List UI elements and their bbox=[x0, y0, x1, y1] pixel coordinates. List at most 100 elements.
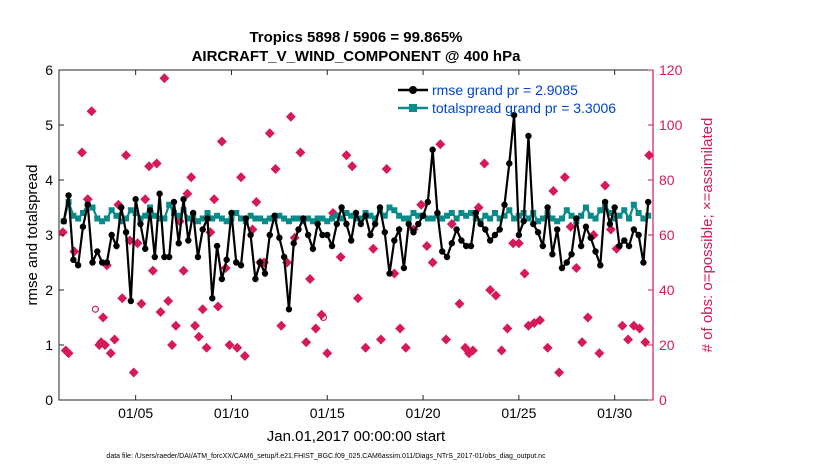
spread-point bbox=[175, 212, 182, 219]
rmse-point bbox=[386, 270, 393, 277]
spread-point bbox=[285, 218, 292, 225]
rmse-point bbox=[127, 297, 135, 305]
rmse-point bbox=[577, 242, 585, 250]
rmse-point bbox=[486, 237, 494, 244]
obs-assimilated-marker bbox=[213, 301, 223, 312]
y-left-tick-label: 5 bbox=[45, 117, 53, 133]
y-right-tick-label: 60 bbox=[659, 227, 675, 243]
obs-assimilated-marker bbox=[485, 285, 496, 295]
obs-assimilated-marker bbox=[167, 340, 178, 350]
rmse-point bbox=[328, 242, 336, 250]
spread-point bbox=[252, 215, 259, 222]
obs-assimilated-marker bbox=[542, 342, 553, 353]
spread-point bbox=[295, 215, 302, 222]
rmse-point bbox=[189, 209, 197, 217]
obs-assimilated-marker bbox=[264, 128, 275, 139]
obs-assimilated-marker bbox=[128, 367, 139, 378]
spread-point bbox=[635, 210, 642, 216]
obs-assimilated-marker bbox=[519, 268, 530, 279]
rmse-point bbox=[453, 226, 460, 233]
y-axis-label-left: rmse and totalspread bbox=[24, 165, 41, 306]
obs-assimilated-marker bbox=[623, 334, 634, 345]
obs-assimilated-marker bbox=[554, 367, 565, 378]
rmse-point bbox=[544, 204, 551, 211]
x-tick-label: 01/05 bbox=[118, 405, 153, 421]
spread-point bbox=[506, 207, 513, 214]
obs-assimilated-marker bbox=[170, 320, 181, 331]
obs-assimilated-marker bbox=[147, 265, 158, 276]
rmse-point bbox=[84, 201, 91, 208]
spread-point bbox=[549, 215, 556, 222]
y-right-tick-labels: 0 20 40 60 80 100 120 bbox=[659, 62, 683, 408]
rmse-point bbox=[515, 231, 523, 239]
spread-point bbox=[535, 218, 542, 225]
rmse-point bbox=[266, 231, 273, 239]
rmse-point bbox=[319, 231, 326, 239]
obs-assimilated-marker bbox=[224, 340, 235, 350]
spread-point bbox=[209, 215, 216, 222]
rmse-point bbox=[252, 275, 259, 283]
rmse-point bbox=[376, 204, 384, 211]
rmse-point bbox=[333, 220, 341, 228]
spread-point bbox=[309, 218, 316, 225]
obs-assimilated-marker bbox=[82, 194, 93, 205]
rmse-point bbox=[60, 218, 67, 225]
obs-assimilated-marker bbox=[151, 158, 162, 169]
spread-point bbox=[611, 215, 618, 222]
rmse-point bbox=[151, 253, 159, 261]
rmse-point bbox=[194, 253, 202, 261]
rmse-point bbox=[132, 196, 139, 203]
rmse-point bbox=[601, 198, 609, 206]
obs-assimilated-marker bbox=[341, 150, 352, 161]
y-left-tick-label: 3 bbox=[45, 227, 53, 243]
spread-point bbox=[127, 207, 134, 214]
chart-title: Tropics 5898 / 5906 = 99.865% bbox=[249, 29, 462, 46]
obs-assimilated-marker bbox=[301, 337, 312, 348]
rmse-point bbox=[645, 198, 652, 206]
spread-point bbox=[276, 212, 283, 219]
plot-frame bbox=[58, 69, 654, 401]
obs-assimilated-marker bbox=[513, 238, 524, 249]
rmse-point bbox=[74, 262, 82, 269]
spread-point bbox=[257, 215, 264, 222]
spread-point bbox=[386, 204, 393, 211]
obs-assimilated-marker bbox=[600, 180, 611, 191]
rmse-point bbox=[103, 259, 111, 266]
spread-point bbox=[400, 215, 407, 222]
rmse-point bbox=[261, 270, 269, 277]
spread-point bbox=[151, 212, 158, 219]
spread-point bbox=[348, 212, 355, 219]
rmse-point bbox=[367, 231, 374, 239]
y-left-tick-labels: 0 1 2 3 4 5 6 bbox=[45, 62, 53, 408]
rmse-point bbox=[142, 245, 149, 252]
spread-point bbox=[343, 210, 350, 216]
spread-point bbox=[214, 212, 221, 219]
spread-point bbox=[204, 210, 211, 216]
spread-point bbox=[568, 212, 575, 219]
spread-point bbox=[563, 207, 570, 214]
data-file-footnote: data file: /Users/raeder/DAI/ATM_forcXX/… bbox=[106, 453, 546, 460]
rmse-point bbox=[357, 220, 364, 228]
spread-point bbox=[156, 215, 163, 222]
rmse-point bbox=[137, 220, 144, 228]
rmse-point bbox=[563, 259, 570, 266]
rmse-point bbox=[79, 223, 87, 230]
plot-area bbox=[57, 69, 655, 401]
obs-assimilated-marker bbox=[594, 348, 605, 359]
spread-point bbox=[94, 215, 101, 222]
obs-assimilated-marker bbox=[571, 263, 582, 273]
rmse-point bbox=[371, 220, 379, 228]
rmse-point bbox=[539, 242, 547, 250]
spread-point bbox=[281, 215, 288, 222]
obs-assimilated-marker bbox=[435, 139, 446, 150]
spread-point bbox=[290, 215, 297, 222]
rmse-point bbox=[146, 207, 154, 214]
rmse-point bbox=[242, 215, 250, 222]
rmse-point bbox=[113, 242, 120, 250]
obs-assimilated-marker bbox=[352, 293, 363, 304]
x-axis-label: Jan.01,2017 00:00:00 start bbox=[267, 428, 446, 445]
spread-point bbox=[491, 210, 498, 216]
rmse-point bbox=[209, 295, 216, 302]
obs-assimilated-marker bbox=[310, 323, 321, 334]
